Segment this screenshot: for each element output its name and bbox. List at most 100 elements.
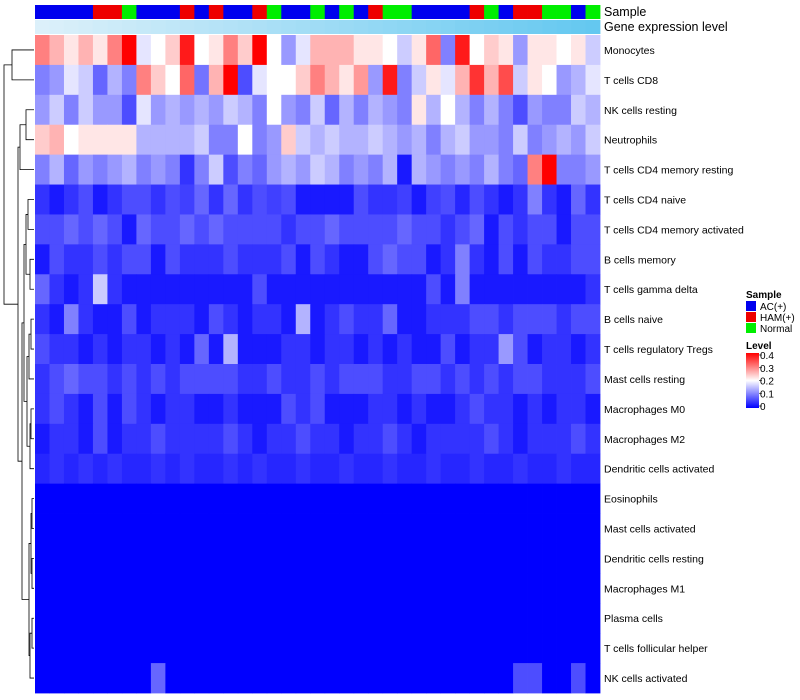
heatmap-cell: [281, 663, 297, 694]
heatmap-cell: [63, 184, 79, 215]
heatmap-cell: [194, 633, 210, 664]
heatmap-cell: [310, 573, 326, 604]
heatmap-cell: [223, 244, 239, 275]
heatmap-cell: [237, 513, 253, 544]
heatmap-cell: [527, 603, 543, 634]
heatmap-cell: [165, 423, 181, 455]
heatmap-cell: [469, 633, 485, 664]
row-label: T cells gamma delta: [604, 284, 698, 296]
heatmap-cell: [542, 94, 557, 126]
heatmap-cell: [484, 244, 499, 275]
heatmap-cell: [179, 513, 195, 544]
heatmap-cell: [295, 513, 311, 544]
heatmap-cell: [426, 633, 442, 664]
heatmap-cell: [223, 274, 239, 305]
heatmap-cell: [368, 573, 384, 604]
heatmap-cell: [571, 35, 586, 66]
sample-cell: [165, 5, 181, 19]
expression-cell: [179, 20, 195, 34]
heatmap-cell: [397, 393, 413, 425]
heatmap-cell: [397, 94, 413, 126]
heatmap-cell: [440, 633, 456, 664]
sample-cell: [339, 5, 355, 19]
heatmap-cell: [556, 124, 572, 156]
heatmap-cell: [455, 364, 471, 395]
heatmap-cell: [585, 364, 601, 395]
heatmap-cell: [542, 184, 557, 215]
heatmap-cell: [194, 393, 210, 425]
heatmap-cell: [136, 154, 152, 185]
expression-cell: [281, 20, 297, 34]
heatmap-cell: [426, 214, 442, 245]
heatmap-cell: [397, 214, 413, 245]
sample-cell: [469, 5, 485, 19]
heatmap-cell: [136, 603, 152, 634]
heatmap-cell: [165, 393, 181, 425]
heatmap-cell: [107, 633, 123, 664]
heatmap-cell: [498, 364, 514, 395]
heatmap-cell: [49, 214, 65, 245]
heatmap-cell: [252, 663, 268, 694]
heatmap-cell: [411, 274, 427, 305]
heatmap-cell: [281, 244, 297, 275]
heatmap-cell: [324, 124, 340, 156]
heatmap-cell: [107, 304, 123, 335]
heatmap-cell: [208, 304, 224, 335]
heatmap-cell: [382, 304, 398, 335]
heatmap-cell: [571, 334, 586, 365]
heatmap-cell: [339, 573, 355, 604]
row-label: Mast cells activated: [604, 524, 696, 536]
heatmap-cell: [455, 124, 471, 156]
heatmap-cell: [469, 124, 485, 156]
heatmap-cell: [440, 334, 456, 365]
heatmap-cell: [339, 513, 355, 544]
heatmap-cell: [484, 124, 499, 156]
heatmap-cell: [353, 513, 369, 544]
heatmap-cell: [440, 274, 456, 305]
heatmap-cell: [223, 124, 239, 156]
heatmap-cell: [121, 274, 137, 305]
row-label: B cells naive: [604, 314, 663, 326]
heatmap-cell: [35, 274, 50, 305]
heatmap-cell: [397, 633, 413, 664]
heatmap-cell: [469, 64, 485, 96]
row-label: B cells memory: [604, 254, 677, 266]
heatmap-cell: [397, 184, 413, 215]
heatmap-cell: [484, 423, 499, 455]
heatmap-cell: [194, 274, 210, 305]
heatmap-cell: [324, 35, 340, 66]
heatmap-cell: [527, 35, 543, 66]
heatmap-cell: [295, 94, 311, 126]
heatmap-cell: [411, 573, 427, 604]
heatmap-cell: [92, 633, 108, 664]
heatmap-cell: [455, 573, 471, 604]
heatmap-cell: [382, 274, 398, 305]
heatmap-cell: [266, 274, 282, 305]
heatmap-cell: [440, 364, 456, 395]
heatmap-cell: [63, 304, 79, 335]
heatmap-cell: [382, 513, 398, 544]
heatmap-cell: [324, 304, 340, 335]
heatmap-cell: [513, 573, 528, 604]
heatmap-cell: [426, 393, 442, 425]
heatmap-cell: [397, 334, 413, 365]
heatmap-cell: [426, 64, 442, 96]
heatmap-cell: [49, 364, 65, 395]
heatmap-cell: [49, 124, 65, 156]
heatmap-cell: [78, 393, 94, 425]
heatmap-cell: [223, 184, 239, 215]
expression-cell: [237, 20, 253, 34]
legend-swatch: [746, 323, 756, 333]
heatmap-cell: [223, 364, 239, 395]
heatmap-cell: [411, 214, 427, 245]
heatmap-cell: [49, 483, 65, 514]
heatmap-cell: [121, 633, 137, 664]
heatmap-cell: [252, 513, 268, 544]
heatmap-cell: [585, 633, 601, 664]
heatmap-cell: [310, 393, 326, 425]
heatmap-cell: [252, 334, 268, 365]
heatmap-cell: [165, 94, 181, 126]
heatmap-cell: [179, 453, 195, 485]
heatmap-cell: [397, 124, 413, 156]
heatmap-cell: [527, 453, 543, 485]
